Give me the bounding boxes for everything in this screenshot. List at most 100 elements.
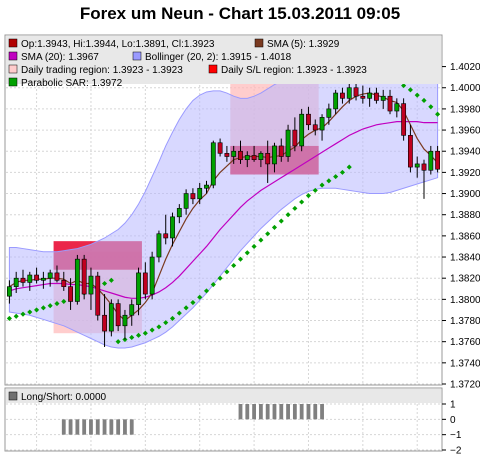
candle-down xyxy=(34,274,39,281)
candle-up xyxy=(136,272,141,305)
candle-up xyxy=(210,142,216,186)
candles xyxy=(6,82,441,347)
long-short-bar xyxy=(129,419,134,435)
candle-up xyxy=(244,155,250,160)
legend-swatch-sma5 xyxy=(254,38,264,48)
sar-point xyxy=(258,237,264,243)
candle-down xyxy=(401,103,407,136)
long-short-bar xyxy=(320,404,324,420)
y-tick-label: 1.3960 xyxy=(450,126,480,137)
candle-down xyxy=(387,95,393,112)
sar-point xyxy=(210,281,216,288)
sar-point xyxy=(163,320,169,326)
candle-up xyxy=(346,87,352,99)
legend-long-short: Long/Short: 0.0000 xyxy=(21,392,107,403)
candle-up xyxy=(156,233,162,258)
candle-up xyxy=(428,150,434,171)
candle-up xyxy=(367,92,373,99)
legend-swatch-daily-trading xyxy=(8,64,18,74)
legend-ohlc: Op:1.3943, Hi:1.3944, Lo:1.3891, Cl:1.39… xyxy=(21,39,215,50)
chart-title: Forex um Neun - Chart 15.03.2011 09:05 xyxy=(79,4,401,23)
long-short-bar xyxy=(265,404,270,420)
sar-point xyxy=(339,169,345,175)
sub-y-tick-label: 0 xyxy=(450,415,456,426)
candle-up xyxy=(6,286,12,297)
long-short-bar xyxy=(306,404,311,420)
sar-point xyxy=(190,299,196,306)
sub-y-axis: 1 0 −1 −2 xyxy=(442,400,462,457)
long-short-bar xyxy=(89,419,93,435)
long-short-bar xyxy=(252,404,256,420)
candle-up xyxy=(88,275,94,295)
sma5-line xyxy=(9,92,439,322)
candle-down xyxy=(278,145,284,157)
legend-swatch-ohlc xyxy=(8,38,18,48)
candle-up xyxy=(122,314,128,327)
candle-up xyxy=(380,95,386,101)
sub-legend-background xyxy=(6,389,441,403)
candle-down xyxy=(265,153,271,165)
y-tick-label: 1.3820 xyxy=(450,274,480,285)
candle-down xyxy=(81,258,87,295)
sar-point xyxy=(312,187,318,193)
candle-down xyxy=(115,303,121,327)
y-tick-label: 1.3760 xyxy=(450,337,480,348)
y-tick-label: 1.4000 xyxy=(450,83,480,94)
long-short-bar xyxy=(68,419,73,435)
sar-point xyxy=(224,269,230,275)
candle-up xyxy=(285,129,291,157)
candle-up xyxy=(326,108,332,118)
long-short-bar xyxy=(109,419,114,435)
y-tick-label: 1.3800 xyxy=(450,295,480,306)
sar-point xyxy=(149,327,155,333)
candle-up xyxy=(47,272,53,279)
candle-down xyxy=(312,124,318,131)
candle-up xyxy=(176,208,182,218)
candle-up xyxy=(197,187,203,200)
candle-down xyxy=(408,135,413,168)
long-short-bar xyxy=(238,404,243,420)
sar-point xyxy=(156,324,162,330)
candle-down xyxy=(360,95,366,99)
sar-point xyxy=(129,334,135,340)
y-tick-label: 1.3780 xyxy=(450,316,480,327)
sar-point xyxy=(203,288,210,294)
y-tick-label: 1.3860 xyxy=(450,231,480,242)
candle-down xyxy=(292,129,298,147)
long-short-bar xyxy=(279,404,284,420)
long-short-bar xyxy=(116,419,121,435)
candle-down xyxy=(224,153,230,157)
sar-point xyxy=(183,305,189,311)
candle-down xyxy=(251,155,257,160)
long-short-bar xyxy=(299,404,304,420)
long-short-bar xyxy=(245,404,250,420)
legend-swatch-daily-sl xyxy=(208,64,218,74)
y-tick-label: 1.3880 xyxy=(450,210,480,221)
legend-background xyxy=(6,36,441,84)
candle-down xyxy=(68,286,73,302)
long-short-bars xyxy=(61,404,324,435)
candle-up xyxy=(40,277,46,281)
y-tick-label: 1.3900 xyxy=(450,189,480,200)
sar-point xyxy=(244,250,250,256)
candle-down xyxy=(142,272,148,295)
candle-down xyxy=(163,233,169,239)
candle-up xyxy=(183,193,189,209)
candle-down xyxy=(61,280,67,287)
candle-down xyxy=(190,193,196,200)
candle-up xyxy=(74,258,80,302)
long-short-bar xyxy=(258,404,263,420)
legend-swatch-long-short xyxy=(8,391,18,401)
candle-down xyxy=(238,150,243,160)
candle-up xyxy=(204,184,209,189)
main-y-axis: 1.4020 1.4000 1.3980 1.3960 1.3940 1.3920 1.39… xyxy=(442,62,480,391)
y-tick-label: 1.3940 xyxy=(450,147,480,158)
candle-down xyxy=(217,142,223,154)
legend-bollinger: Bollinger (20, 2): 1.3915 - 1.4018 xyxy=(145,52,292,63)
bollinger-band xyxy=(8,58,439,349)
candle-down xyxy=(435,150,441,170)
sar-point xyxy=(265,231,271,237)
y-tick-label: 1.3920 xyxy=(450,168,480,179)
sar-point xyxy=(292,205,298,211)
